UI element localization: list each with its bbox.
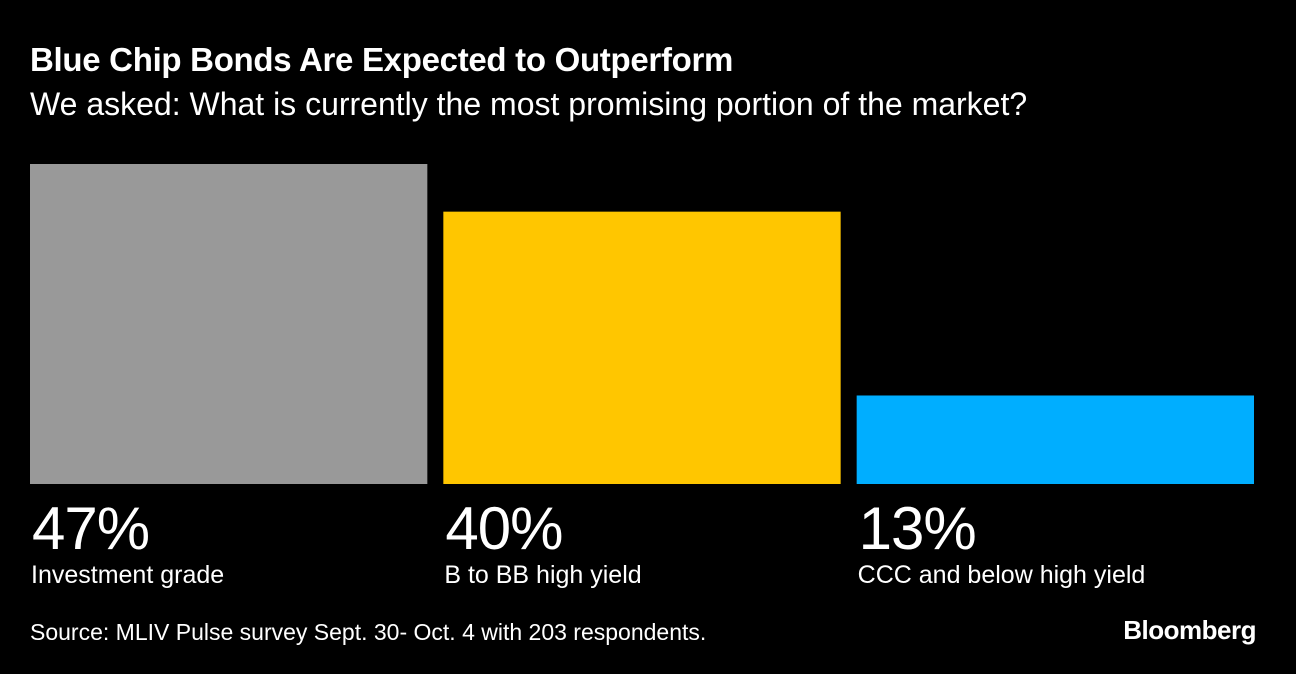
bar-2 bbox=[443, 211, 841, 484]
bar-value-label: 13% bbox=[858, 495, 977, 562]
bar-category-label: Investment grade bbox=[31, 561, 225, 589]
bar-3 bbox=[856, 395, 1254, 484]
bar-1 bbox=[30, 164, 428, 484]
chart-title: Blue Chip Bonds Are Expected to Outperfo… bbox=[30, 41, 734, 78]
chart-subtitle: We asked: What is currently the most pro… bbox=[30, 86, 1028, 122]
bar-category-label: B to BB high yield bbox=[444, 561, 642, 589]
source-note: Source: MLIV Pulse survey Sept. 30- Oct.… bbox=[30, 619, 707, 645]
bar-category-label: CCC and below high yield bbox=[857, 561, 1146, 589]
bar-value-label: 47% bbox=[32, 495, 150, 562]
bloomberg-logo: Bloomberg bbox=[1123, 615, 1256, 645]
bar-value-label: 40% bbox=[445, 495, 563, 562]
